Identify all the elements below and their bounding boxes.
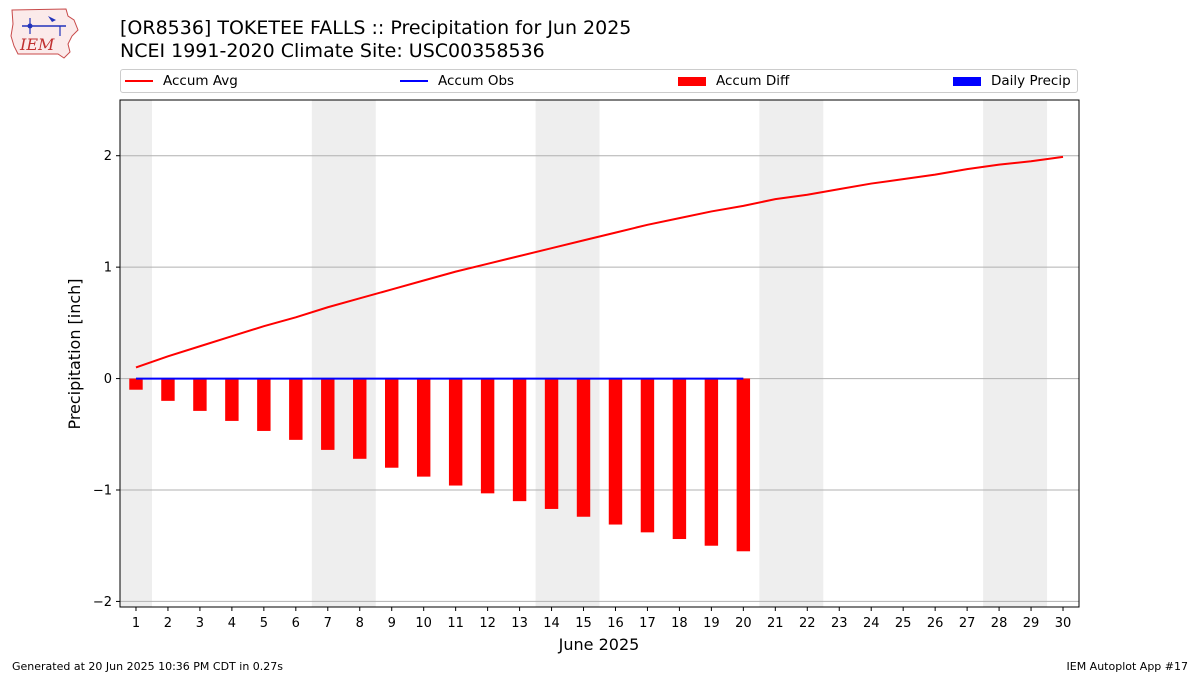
- x-tick-label: 13: [511, 616, 528, 631]
- x-tick-label: 6: [292, 616, 300, 631]
- legend-swatch: [400, 80, 428, 82]
- accum-diff-bar: [608, 378, 623, 525]
- iem-logo-mark: IEM: [10, 8, 79, 59]
- x-tick-label: 18: [671, 616, 688, 631]
- y-tick-label: 1: [104, 261, 112, 276]
- x-tick-label: 26: [927, 616, 944, 631]
- accum-diff-bar: [544, 378, 559, 509]
- chart-title: [OR8536] TOKETEE FALLS :: Precipitation …: [120, 17, 632, 39]
- app-credit: IEM Autoplot App #17: [1066, 660, 1189, 673]
- y-tick-label: 0: [104, 372, 112, 387]
- x-tick-label: 8: [356, 616, 364, 631]
- accum-diff-bar: [512, 378, 527, 502]
- plot-frame: [119, 99, 1080, 608]
- accum-diff-bar: [640, 378, 655, 533]
- legend-label: Accum Obs: [438, 73, 515, 89]
- x-tick-label: 14: [543, 616, 560, 631]
- x-tick-label: 25: [895, 616, 912, 631]
- accum-diff-bar: [385, 378, 399, 468]
- weekend-band: [983, 100, 1048, 607]
- legend-item-accum-obs: Accum Obs: [400, 70, 514, 92]
- accum-diff-bar: [736, 378, 751, 552]
- plot-border: [119, 99, 1080, 608]
- accum-diff-bars: [129, 378, 751, 552]
- accum-diff-bar: [161, 378, 175, 401]
- x-tick-label: 24: [863, 616, 880, 631]
- iem-logo: IEM: [8, 6, 80, 60]
- x-tick-label: 15: [575, 616, 592, 631]
- x-tick-label: 21: [767, 616, 784, 631]
- x-tick-label: 27: [959, 616, 976, 631]
- accum-diff-bar: [353, 378, 367, 459]
- x-tick-label: 5: [260, 616, 268, 631]
- x-tick-label: 23: [831, 616, 848, 631]
- legend-swatch: [953, 76, 981, 86]
- y-tick-label: 2: [104, 149, 112, 164]
- x-tick-label: 19: [703, 616, 720, 631]
- series-lines: [135, 155, 1064, 380]
- x-tick-label: 30: [1055, 616, 1072, 631]
- x-tick-label: 22: [799, 616, 816, 631]
- weekend-band: [120, 100, 152, 607]
- accum-diff-bar: [704, 378, 719, 546]
- y-axis-label: Precipitation [inch]: [65, 278, 84, 429]
- weekend-band: [535, 100, 600, 607]
- x-tick-label: 4: [228, 616, 236, 631]
- accum-diff-bar: [321, 378, 335, 450]
- x-tick-label: 9: [388, 616, 396, 631]
- x-tick-label: 1: [132, 616, 140, 631]
- x-tick-label: 11: [447, 616, 464, 631]
- accum-diff-bar: [289, 378, 303, 440]
- x-tick-label: 16: [607, 616, 624, 631]
- x-tick-label: 29: [1023, 616, 1040, 631]
- x-tick-label: 3: [196, 616, 204, 631]
- chart-subtitle: NCEI 1991-2020 Climate Site: USC00358536: [120, 40, 545, 62]
- y-gridlines: [120, 155, 1079, 602]
- accum-diff-bar: [193, 378, 207, 411]
- accum-avg-line: [135, 155, 1064, 369]
- x-axis-label: June 2025: [558, 635, 640, 654]
- legend-item-accum-avg: Accum Avg: [125, 70, 238, 92]
- legend-item-daily-precip: Daily Precip: [953, 70, 1071, 92]
- accum-diff-bar: [448, 378, 463, 486]
- accum-diff-bar: [257, 378, 271, 431]
- accum-diff-bar: [225, 378, 239, 421]
- x-tick-label: 12: [479, 616, 496, 631]
- x-tick-label: 17: [639, 616, 656, 631]
- accum-diff-bar: [480, 378, 495, 494]
- chart-legend: Accum Avg Accum Obs Accum Diff Daily Pre…: [120, 69, 1078, 93]
- legend-swatch: [125, 80, 153, 82]
- x-axis-ticks: 1 2 3 4 5 6 7 8 9 10 11 12 13 14 15 16 17 18 19 20 21 22 23 24 2…: [132, 607, 1071, 631]
- y-tick-label: −1: [93, 484, 112, 499]
- y-axis-ticks: −2 −1 0 1 2: [93, 149, 120, 610]
- accum-diff-bar: [672, 378, 687, 540]
- x-tick-label: 10: [415, 616, 432, 631]
- x-tick-label: 20: [735, 616, 752, 631]
- y-tick-label: −2: [93, 595, 112, 610]
- logo-text: IEM: [19, 35, 55, 54]
- x-tick-label: 2: [164, 616, 172, 631]
- legend-label: Daily Precip: [991, 73, 1071, 89]
- weekend-band: [311, 100, 376, 607]
- generated-timestamp: Generated at 20 Jun 2025 10:36 PM CDT in…: [12, 660, 284, 673]
- legend-swatch: [678, 76, 706, 86]
- legend-label: Accum Diff: [716, 73, 790, 89]
- accum-diff-bar: [129, 378, 143, 390]
- weekend-band: [759, 100, 824, 607]
- x-tick-label: 28: [991, 616, 1008, 631]
- x-tick-label: 7: [324, 616, 332, 631]
- legend-label: Accum Avg: [163, 73, 238, 89]
- accum-diff-bar: [416, 378, 431, 477]
- legend-item-accum-diff: Accum Diff: [678, 70, 789, 92]
- weekend-shading: [120, 100, 1048, 607]
- accum-diff-bar: [576, 378, 591, 517]
